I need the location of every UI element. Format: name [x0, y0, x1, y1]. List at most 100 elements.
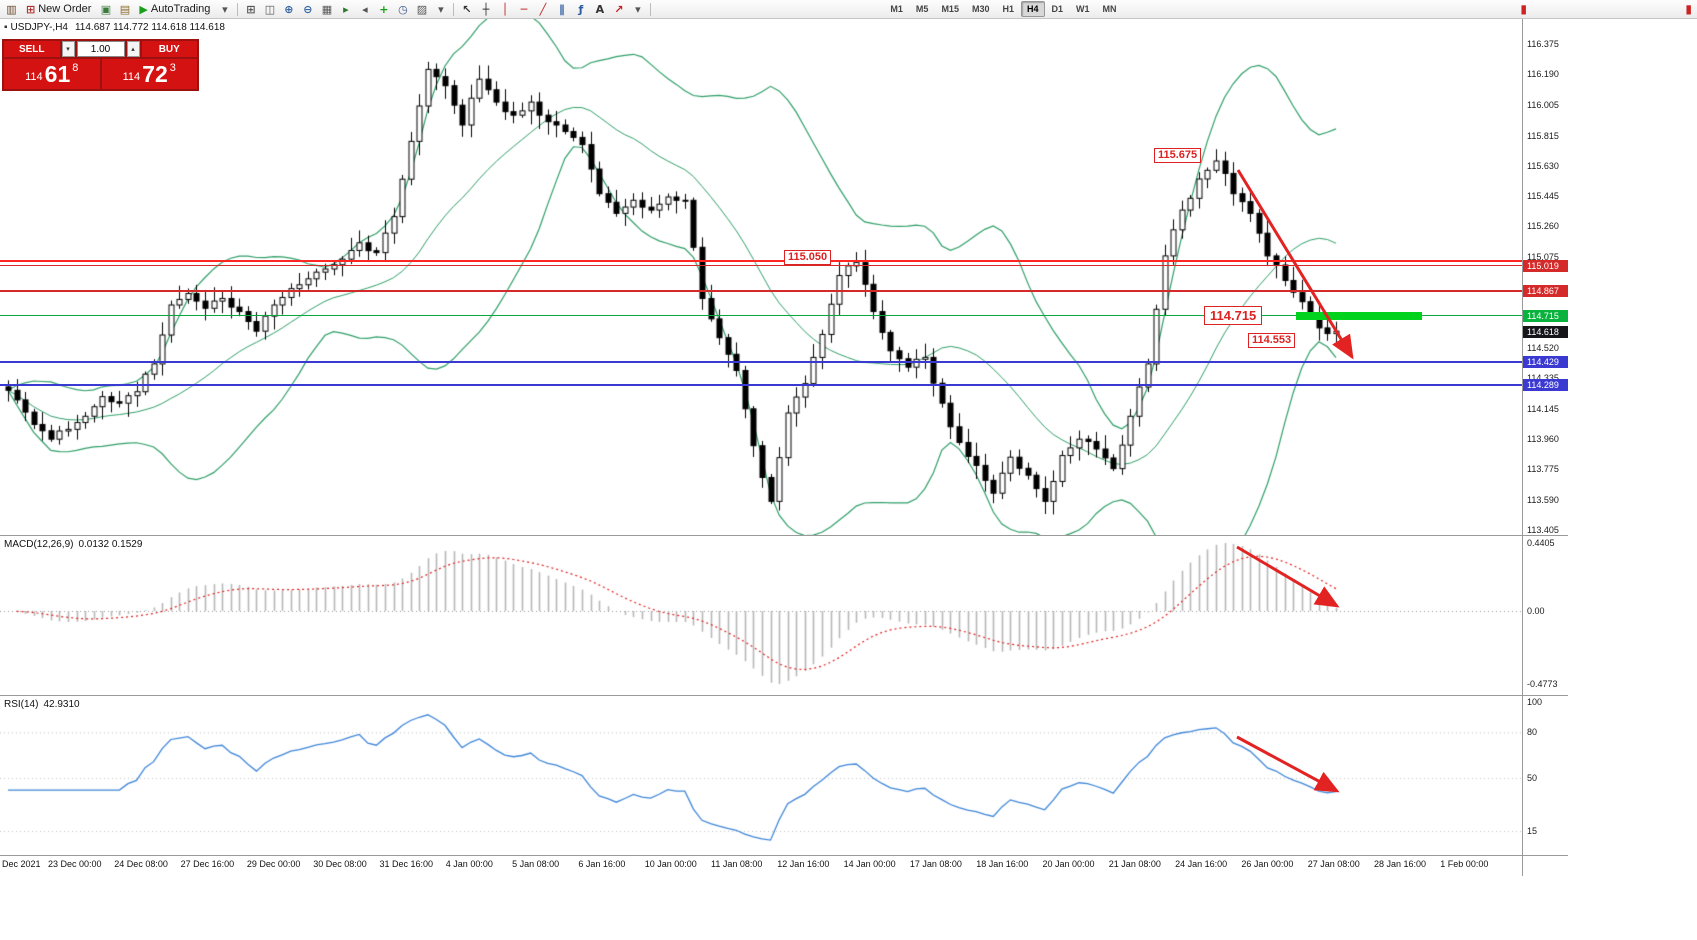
buy-price-display[interactable]: 114 72 3 [101, 59, 197, 89]
indicators-icon[interactable]: + [374, 1, 393, 18]
new-chart-icon[interactable]: ⊞ [241, 1, 260, 18]
highlight-zone[interactable] [1296, 311, 1422, 320]
periods-icon[interactable]: ◷ [393, 1, 412, 18]
price-tag-114715: 114.715 [1523, 309, 1568, 322]
charts-menu-icon-glyph: ▥ [6, 2, 17, 16]
crosshair-icon-glyph: ┼ [482, 2, 490, 16]
timeframe-m15-button[interactable]: M15 [941, 4, 959, 14]
chart-shift-icon[interactable]: ◂ [355, 1, 374, 18]
zoom-out-icon[interactable]: ⊖ [298, 1, 317, 18]
volume-increase-button[interactable]: ▴ [126, 41, 140, 57]
autotrading-button[interactable]: ▶ AutoTrading [134, 1, 215, 18]
expert-advisors-icon[interactable]: ▣ [96, 1, 115, 18]
rsi-scale-100: 100 [1527, 697, 1543, 707]
time-label: Dec 2021 [2, 859, 41, 869]
buy-button[interactable]: BUY [141, 41, 197, 57]
time-label: 20 Jan 00:00 [1042, 859, 1095, 869]
buy-price-prefix: 114 [122, 71, 141, 83]
macd-indicator-canvas[interactable] [0, 536, 1522, 695]
trendline-icon[interactable]: ╱ [533, 1, 552, 18]
indicators-icon-glyph: + [379, 2, 389, 16]
sell-price-prefix: 114 [25, 71, 43, 83]
timeframe-mn-button[interactable]: MN [1102, 4, 1117, 14]
templates-dropdown-icon[interactable]: ▾ [431, 1, 450, 18]
time-label: 12 Jan 16:00 [777, 859, 830, 869]
hline-114867[interactable] [0, 289, 1522, 292]
horizontal-line-icon[interactable]: ─ [514, 1, 533, 18]
charts-menu-icon[interactable]: ▥ [2, 1, 21, 18]
chart-shift-icon-glyph: ◂ [362, 2, 368, 16]
shapes-dropdown-icon-glyph: ▾ [635, 2, 641, 16]
volume-decrease-button[interactable]: ▾ [61, 41, 75, 57]
text-icon[interactable]: A [590, 1, 609, 18]
time-label: 31 Dec 16:00 [379, 859, 434, 869]
timeframe-d1-button[interactable]: D1 [1051, 4, 1064, 14]
time-label: 6 Jan 16:00 [578, 859, 626, 869]
price-tick-114335: 114.335 [1527, 372, 1559, 383]
tile-windows-icon[interactable]: ▦ [317, 1, 336, 18]
autotrading-glyph: ▶ [139, 2, 148, 16]
timeframe-h4-button[interactable]: H4 [1020, 1, 1045, 17]
macd-values: 0.0132 0.1529 [78, 539, 143, 550]
vertical-line-icon[interactable]: │ [495, 1, 514, 18]
tile-windows-icon-glyph: ▦ [321, 2, 333, 16]
macd-scale--0.4773: -0.4773 [1527, 679, 1558, 689]
hline-115019[interactable] [0, 265, 1522, 267]
hline-114289[interactable] [0, 384, 1522, 387]
timeframe-m5-button[interactable]: M5 [915, 4, 929, 14]
buy-price-point: 3 [169, 62, 176, 74]
profiles-icon[interactable]: ◫ [260, 1, 279, 18]
time-label: 28 Jan 16:00 [1374, 859, 1427, 869]
fibonacci-icon[interactable]: ƒ [571, 1, 590, 18]
zoom-in-icon[interactable]: ⊕ [279, 1, 298, 18]
price-tick-115815: 115.815 [1527, 130, 1559, 141]
price-chart-canvas[interactable] [0, 19, 1522, 535]
stop-price-label[interactable]: 114.553 [1248, 333, 1296, 348]
one-click-panel-icon[interactable]: ▮ [1520, 2, 1527, 16]
price-tick-115260: 115.260 [1527, 221, 1559, 232]
price-tag-114618: 114.618 [1523, 325, 1568, 338]
swing-high-price-label[interactable]: 115.675 [1154, 148, 1202, 163]
templates-icon[interactable]: ▨ [412, 1, 431, 18]
hline-11505[interactable] [0, 259, 1522, 262]
new-order-button[interactable]: ⊞ New Order [21, 1, 96, 18]
pane-separator[interactable] [0, 535, 1568, 536]
entry-price-label[interactable]: 114.715 [1204, 306, 1263, 325]
auto-scroll-icon-glyph: ▸ [343, 2, 349, 16]
auto-scroll-icon[interactable]: ▸ [336, 1, 355, 18]
autotrading-dropdown-icon[interactable]: ▾ [215, 1, 234, 18]
timeframe-m1-button[interactable]: M1 [890, 4, 903, 14]
sell-price-display[interactable]: 114 61 8 [4, 59, 100, 89]
price-tick-116375: 116.375 [1527, 39, 1559, 49]
hline-114429[interactable] [0, 361, 1522, 364]
price-scale-separator [1522, 19, 1523, 876]
resistance-price-label[interactable]: 115.050 [784, 250, 832, 265]
sell-button[interactable]: SELL [4, 41, 60, 57]
timeframe-w1-button[interactable]: W1 [1076, 4, 1090, 14]
price-tick-113405: 113.405 [1527, 525, 1559, 535]
price-tick-115075: 115.075 [1527, 251, 1559, 262]
hline-114715[interactable] [0, 315, 1522, 317]
time-label: 14 Jan 00:00 [843, 859, 896, 869]
price-tag-114289: 114.289 [1523, 379, 1568, 392]
channel-icon[interactable]: ∥ [552, 1, 571, 18]
crosshair-icon[interactable]: ┼ [476, 1, 495, 18]
pane-separator[interactable] [0, 695, 1568, 696]
rsi-indicator-canvas[interactable] [0, 696, 1522, 855]
pane-separator[interactable] [0, 855, 1568, 856]
shapes-dropdown-icon[interactable]: ▾ [628, 1, 647, 18]
price-tick-114520: 114.520 [1527, 342, 1559, 353]
cursor-icon[interactable]: ↖ [457, 1, 476, 18]
one-click-controls-row: SELL ▾ ▴ BUY [4, 41, 197, 57]
time-label: 4 Jan 00:00 [445, 859, 493, 869]
timeframe-m30-button[interactable]: M30 [971, 4, 990, 14]
volume-input[interactable] [76, 41, 125, 57]
window-menu-icon[interactable]: ▮ [1685, 2, 1692, 16]
market-icon[interactable]: ▤ [115, 1, 134, 18]
time-label: 26 Jan 00:00 [1241, 859, 1294, 869]
arrows-icon[interactable]: ↗ [609, 1, 628, 18]
rsi-scale-80: 80 [1527, 727, 1538, 738]
timeframe-h1-button[interactable]: H1 [1002, 4, 1014, 14]
market-icon-glyph: ▤ [119, 2, 131, 16]
time-axis[interactable]: Dec 2021 23 Dec 00:00 24 Dec 08:00 27 Dec 1… [0, 856, 1568, 876]
